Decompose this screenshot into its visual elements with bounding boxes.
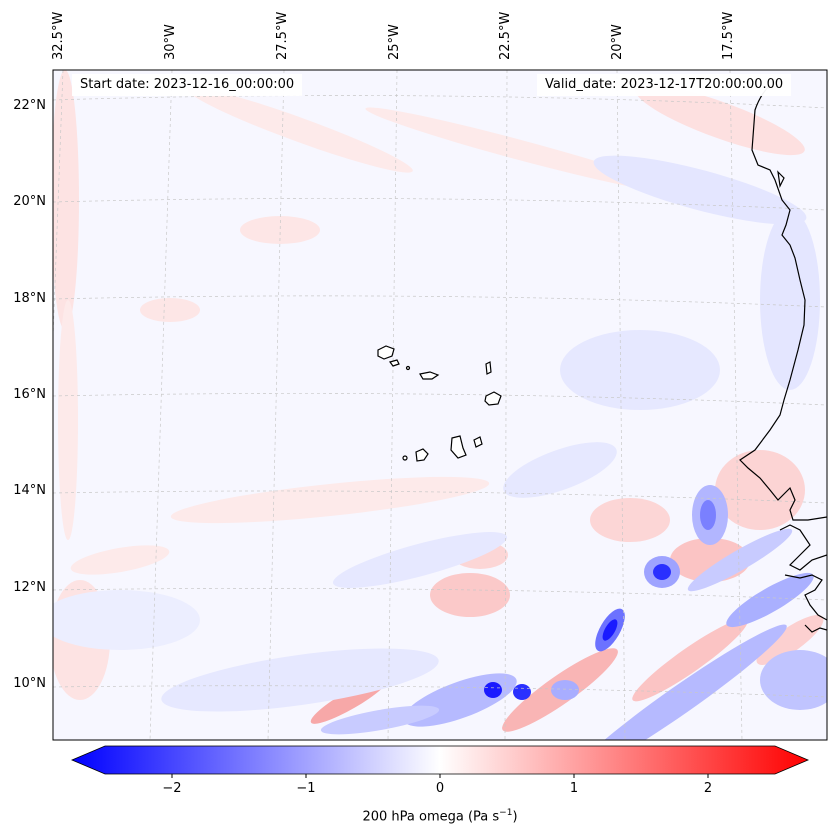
island-fogo — [415, 448, 429, 462]
start-date-label: Start date: 2023-12-16_00:00:00 — [72, 74, 303, 96]
lat-label-14n: 14°N — [13, 483, 46, 498]
map-frame — [52, 69, 828, 741]
graticule — [53, 70, 827, 740]
colorbar-label-exponent: −1 — [499, 808, 513, 818]
colorbar-tick-0: 0 — [435, 781, 445, 796]
lat-label-22n: 22°N — [13, 98, 46, 113]
island-maio — [473, 436, 483, 448]
island-santiago — [450, 435, 467, 459]
lat-label-12n: 12°N — [13, 580, 46, 595]
colorbar — [70, 745, 810, 778]
lat-label-20n: 20°N — [13, 194, 46, 209]
lon-label-27-5w: 27.5°W — [275, 11, 290, 60]
island-sao-nicolau — [419, 371, 440, 380]
colorbar-label: 200 hPa omega (Pa s−1) — [0, 808, 837, 824]
lon-label-25w: 25°W — [387, 24, 402, 60]
cape-verde-islands — [377, 345, 502, 462]
lon-label-22-5w: 22.5°W — [498, 11, 513, 60]
colorbar-tick-marks — [171, 774, 709, 778]
island-sao-vicente — [388, 359, 400, 367]
colorbar-tick-2: 2 — [703, 781, 713, 796]
lon-label-30w: 30°W — [163, 24, 178, 60]
colorbar-tick-neg1: −1 — [296, 781, 316, 796]
colorbar-label-close: ) — [512, 809, 518, 825]
lat-label-10n: 10°N — [13, 676, 46, 691]
omega-negative-field — [53, 155, 827, 740]
lon-label-17-5w: 17.5°W — [721, 11, 736, 60]
colorbar-tick-neg2: −2 — [162, 781, 182, 796]
island-brava — [402, 455, 408, 461]
island-santo-antao — [377, 345, 395, 360]
map-panel — [53, 70, 827, 740]
colorbar-bar — [70, 745, 810, 775]
island-sal — [485, 361, 492, 375]
island-santa-luzia — [405, 365, 411, 371]
colorbar-label-text: 200 hPa omega (Pa s — [362, 809, 500, 825]
lon-label-20w: 20°W — [610, 24, 625, 60]
colorbar-tick-1: 1 — [569, 781, 579, 796]
island-boa-vista — [484, 391, 502, 406]
valid-date-label: Valid_date: 2023-12-17T20:00:00.00 — [537, 74, 792, 96]
coastline-africa — [739, 84, 827, 633]
lat-label-18n: 18°N — [13, 291, 46, 306]
lat-label-16n: 16°N — [13, 387, 46, 402]
omega-positive-field — [53, 70, 824, 732]
lon-label-32-5w: 32.5°W — [51, 11, 66, 60]
